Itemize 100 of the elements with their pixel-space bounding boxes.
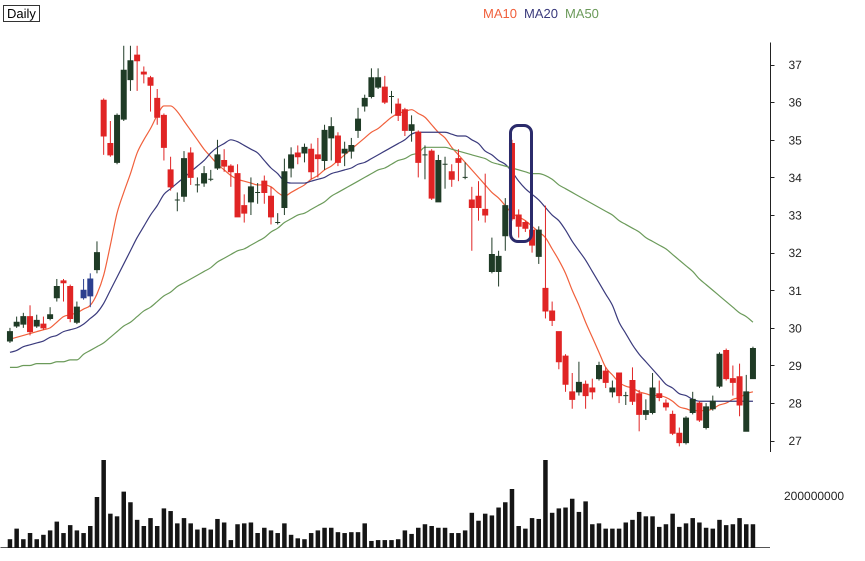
bar (14, 528, 19, 548)
bar (583, 501, 588, 548)
y-tick-label: 33 (788, 208, 802, 223)
y-tick-label: 36 (788, 96, 802, 110)
bar (530, 518, 534, 548)
bar (402, 530, 408, 548)
bar (101, 460, 106, 548)
bar (650, 516, 655, 548)
candlestick (482, 173, 488, 224)
candlestick (174, 192, 180, 212)
bar (603, 528, 608, 548)
candlestick (662, 398, 669, 412)
y-tick-label: 27 (788, 434, 802, 448)
bar (550, 512, 554, 548)
bar (503, 502, 508, 548)
bar (630, 520, 635, 548)
y-tick-label: 32 (788, 246, 802, 260)
bar (8, 539, 12, 548)
candlestick (134, 45, 140, 92)
candlestick (362, 94, 368, 112)
bar (429, 526, 434, 548)
text: MA50 (564, 6, 599, 21)
bar (154, 526, 160, 548)
bar (142, 526, 146, 548)
bar (128, 502, 133, 548)
bar (576, 512, 582, 548)
bar (175, 523, 180, 548)
y-tick-label: 31 (788, 284, 802, 298)
bar (744, 524, 749, 548)
bar (570, 498, 574, 548)
bar (490, 515, 494, 548)
candlestick (194, 176, 200, 193)
candlestick (60, 278, 67, 302)
bar (262, 528, 267, 548)
bar (316, 530, 320, 548)
bar (409, 534, 414, 548)
bar (510, 489, 514, 548)
bar (470, 512, 474, 548)
y-tick-label: 29 (788, 358, 802, 373)
bar (684, 523, 688, 548)
bar (616, 528, 622, 548)
bar (523, 528, 528, 548)
bar (710, 528, 716, 548)
y-tick-label: 30 (788, 321, 802, 336)
candlestick (74, 301, 80, 325)
bar (389, 540, 394, 548)
bar (296, 538, 300, 548)
bar (717, 520, 722, 548)
candlestick (388, 90, 394, 114)
bar (228, 540, 234, 548)
bar (282, 523, 287, 548)
bar (462, 530, 468, 548)
bar (416, 528, 421, 548)
bar (656, 526, 662, 548)
candlestick (596, 361, 602, 382)
candlestick (609, 380, 616, 398)
bar (422, 524, 428, 548)
bar (342, 533, 347, 548)
bar (449, 533, 454, 548)
candlestick (422, 144, 428, 180)
bar (68, 525, 72, 548)
candlestick (616, 372, 622, 404)
bar (268, 530, 274, 548)
candlestick (602, 366, 609, 389)
bar (336, 532, 340, 548)
candlestick (301, 143, 308, 163)
candlestick (355, 107, 362, 138)
y-tick-label: 35 (788, 133, 802, 148)
bar (610, 528, 615, 548)
bar (382, 540, 388, 548)
bar (329, 528, 334, 548)
bar (288, 534, 294, 548)
candlestick (40, 316, 46, 330)
bar (34, 539, 39, 548)
candlestick (54, 278, 60, 302)
bar (482, 514, 488, 548)
bar (81, 533, 86, 548)
bar (235, 524, 240, 548)
bar (724, 525, 728, 548)
candlestick (462, 162, 468, 180)
bar (596, 523, 602, 548)
candlestick (107, 120, 114, 158)
bar (202, 528, 206, 548)
bar (302, 539, 307, 548)
bar (563, 508, 568, 548)
candlestick (408, 114, 415, 142)
bar (134, 520, 140, 548)
candlestick (294, 144, 301, 165)
bar (730, 524, 736, 548)
candlestick (288, 146, 294, 178)
bar (188, 523, 193, 548)
bar (396, 539, 400, 548)
bar (322, 528, 327, 548)
bar (121, 492, 126, 548)
bar (21, 539, 26, 548)
bar (543, 460, 548, 548)
bar (108, 514, 113, 548)
y-tick-label: 37 (788, 58, 802, 72)
candlestick (27, 304, 34, 336)
bar (556, 508, 562, 548)
